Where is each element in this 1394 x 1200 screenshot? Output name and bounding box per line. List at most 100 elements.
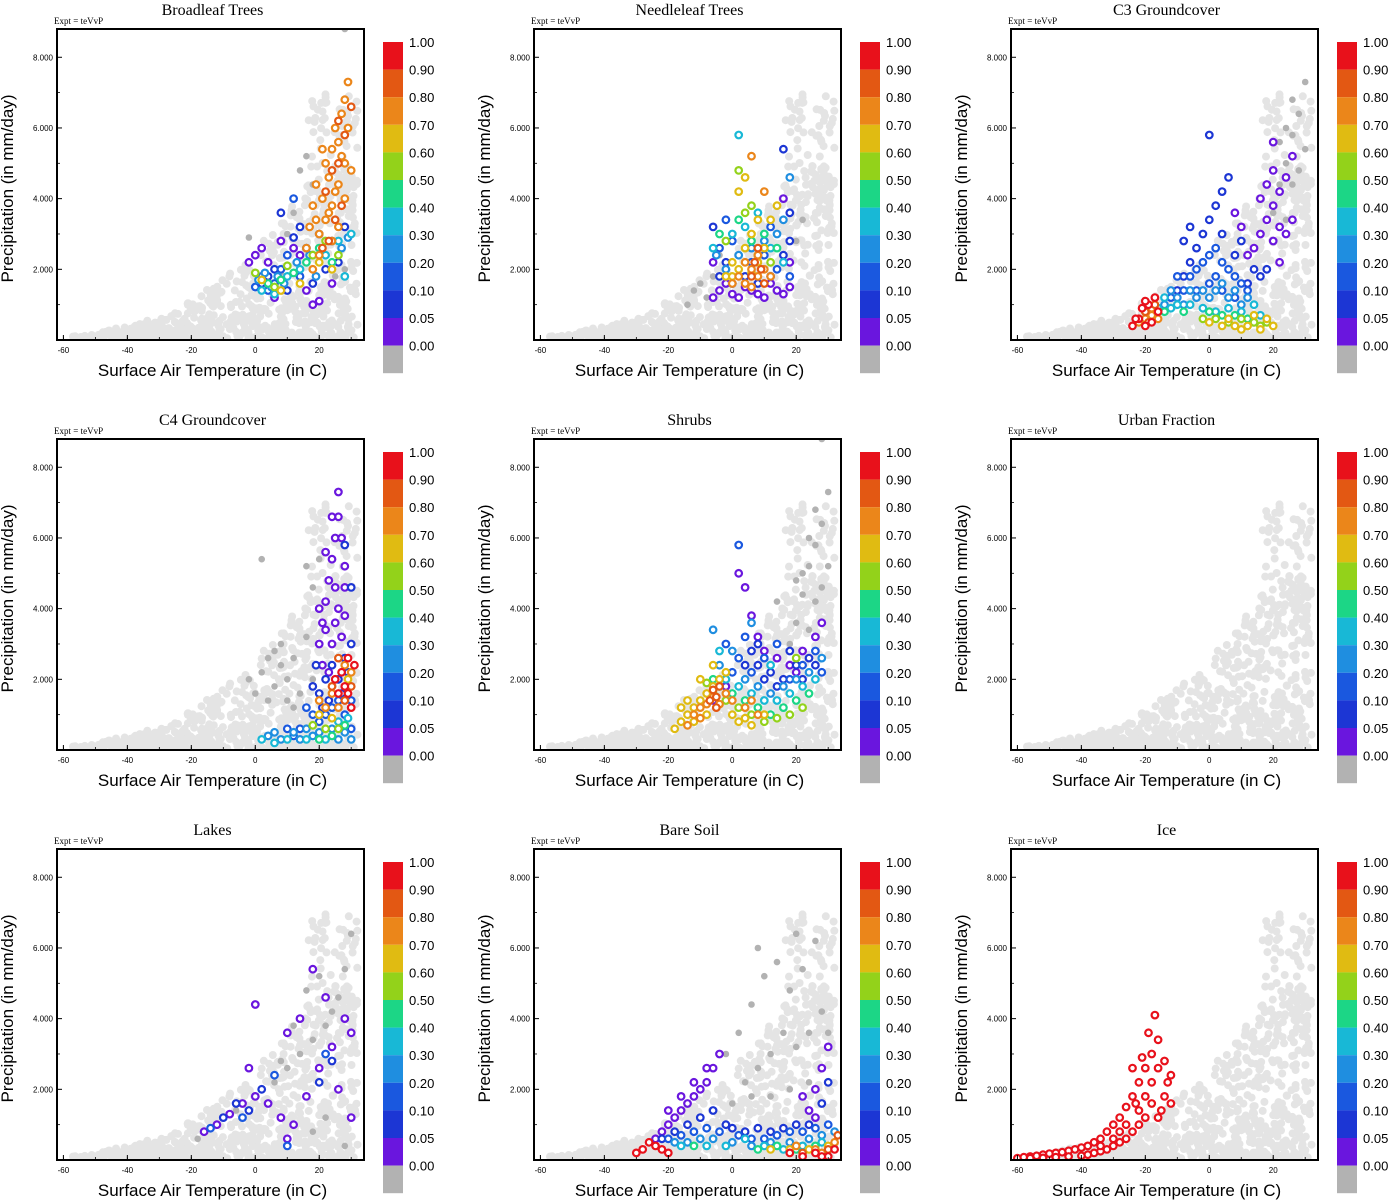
y-tick-label: 8.000: [510, 463, 531, 472]
background-point: [1211, 654, 1220, 663]
background-point: [746, 332, 754, 340]
data-point: [277, 661, 285, 669]
data-point: [327, 144, 337, 154]
data-point: [1198, 286, 1208, 295]
background-point: [131, 321, 140, 330]
background-point: [704, 303, 713, 312]
data-point: [327, 279, 337, 288]
data-point: [1295, 110, 1303, 118]
background-point: [211, 741, 220, 750]
background-point: [201, 732, 210, 740]
data-point: [805, 562, 813, 570]
background-point: [304, 116, 313, 125]
background-point: [1110, 321, 1119, 330]
data-point: [670, 724, 680, 734]
data-point: [747, 689, 756, 698]
data-point: [708, 257, 718, 267]
data-point: [1204, 307, 1214, 317]
background-point: [829, 639, 838, 647]
background-point: [651, 719, 659, 728]
background-point: [195, 302, 204, 311]
colorbar-swatch: [1337, 290, 1357, 318]
colorbar-label: 0.05: [886, 721, 911, 736]
data-point: [772, 696, 782, 705]
data-point: [311, 272, 321, 281]
background-point: [686, 311, 695, 320]
data-point: [1249, 264, 1259, 274]
colorbar-label: 0.10: [1363, 283, 1388, 298]
background-point: [583, 331, 592, 340]
background-point: [350, 529, 359, 538]
data-point: [327, 264, 337, 274]
x-tick-label: -60: [535, 346, 547, 355]
colorbar-label: 0.30: [886, 638, 911, 653]
background-point: [783, 318, 792, 327]
data-point: [1281, 229, 1291, 239]
background-point: [1303, 743, 1312, 750]
background-point: [303, 182, 312, 191]
background-point: [1213, 236, 1222, 245]
data-point: [1172, 300, 1182, 310]
background-point: [817, 226, 826, 235]
data-point: [340, 95, 350, 105]
background-point: [717, 313, 725, 322]
background-point: [815, 532, 824, 540]
data-point: [811, 632, 820, 642]
background-point: [1306, 258, 1315, 267]
background-point: [1074, 334, 1083, 340]
colorbar-label: 0.70: [409, 118, 434, 133]
background-point: [352, 258, 361, 267]
data-point: [727, 279, 737, 288]
background-point: [784, 162, 793, 171]
colorbar-label: 0.05: [886, 311, 911, 326]
colorbar-swatch: [383, 562, 403, 590]
background-point: [348, 200, 357, 209]
data-point: [759, 229, 769, 239]
x-tick-label: -40: [122, 756, 134, 765]
colorbar-swatch: [860, 124, 880, 153]
background-point: [773, 295, 782, 304]
data-point: [245, 234, 253, 241]
colorbar-label: 0.90: [409, 63, 434, 78]
background-point: [261, 305, 270, 314]
x-tick-label: 0: [1207, 346, 1212, 355]
background-point: [259, 646, 268, 655]
data-point: [264, 654, 272, 662]
data-point: [309, 676, 317, 683]
data-point: [337, 667, 347, 677]
colorbar-swatch: [383, 452, 403, 480]
background-point: [197, 726, 206, 735]
background-point: [340, 547, 349, 556]
background-point: [295, 330, 304, 339]
background-point: [194, 733, 203, 742]
background-point: [247, 701, 256, 709]
background-point: [1275, 90, 1284, 99]
data-point: [334, 158, 343, 168]
data-point: [343, 713, 353, 723]
background-point: [794, 124, 803, 133]
data-point: [734, 717, 744, 727]
background-point: [1204, 333, 1213, 340]
data-point: [270, 738, 279, 748]
background-point: [349, 743, 358, 750]
x-tick-label: 0: [253, 756, 258, 765]
background-point: [210, 708, 219, 717]
background-point: [758, 729, 767, 738]
data-point: [1224, 172, 1233, 182]
data-point: [721, 639, 731, 649]
background-point: [1223, 332, 1231, 340]
background-point: [281, 297, 290, 306]
background-point: [341, 310, 350, 319]
data-point: [708, 243, 718, 253]
colorbar-label: 0.00: [886, 339, 911, 354]
data-point: [740, 632, 750, 642]
background-point: [786, 538, 795, 547]
colorbar-swatch: [1337, 262, 1357, 291]
data-point: [1131, 314, 1141, 324]
data-point: [334, 703, 343, 712]
background-point: [183, 300, 192, 309]
background-point: [94, 740, 103, 749]
background-point: [671, 733, 680, 742]
colorbar-label: 0.05: [409, 721, 434, 736]
